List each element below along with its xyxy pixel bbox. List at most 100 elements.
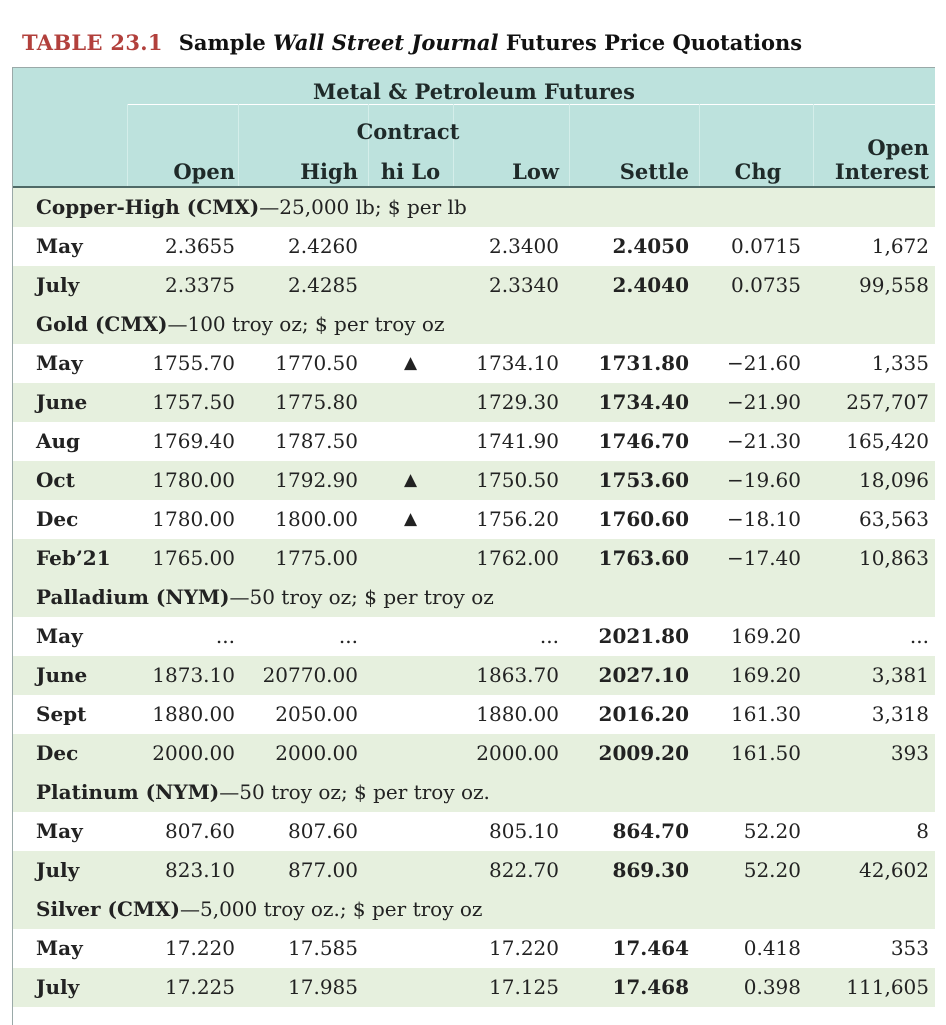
table-row: July 17.225 17.985 17.125 17.468 0.398 111,605 bbox=[13, 968, 935, 1007]
hilo-arrow-icon bbox=[368, 851, 453, 890]
cell-chg: 161.50 bbox=[731, 741, 801, 765]
table-row: July 2.3375 2.4285 2.3340 2.4040 0.0735 99,558 bbox=[13, 266, 935, 305]
hilo-arrow-icon bbox=[368, 929, 453, 968]
hilo-arrow-icon bbox=[368, 617, 453, 656]
cell-low: 17.220 bbox=[489, 936, 559, 960]
cell-low: 2.3400 bbox=[489, 234, 559, 258]
cell-low: 1863.70 bbox=[476, 663, 559, 687]
col-header-low: Low bbox=[512, 159, 559, 184]
cell-settle: 2027.10 bbox=[598, 663, 689, 687]
cell-settle: 2021.80 bbox=[598, 624, 689, 648]
cell-month: May bbox=[36, 936, 83, 960]
cell-settle: 1746.70 bbox=[598, 429, 689, 453]
table-row: May......... 2021.80 169.20... bbox=[13, 617, 935, 656]
cell-low: 2.3340 bbox=[489, 273, 559, 297]
col-header-high: High bbox=[300, 159, 358, 184]
header-column-divider bbox=[569, 104, 570, 186]
cell-open: 2.3655 bbox=[165, 234, 235, 258]
cell-chg: −18.10 bbox=[726, 507, 801, 531]
cell-open: ... bbox=[215, 624, 235, 648]
group-header-row: Silver (CMX)—5,000 troy oz.; $ per troy … bbox=[13, 890, 935, 929]
group-spec: —5,000 troy oz.; $ per troy oz bbox=[179, 897, 483, 921]
cell-oi: 1,672 bbox=[871, 234, 929, 258]
cell-open: 1757.50 bbox=[152, 390, 235, 414]
cell-month: Sept bbox=[36, 702, 87, 726]
cell-open: 823.10 bbox=[165, 858, 235, 882]
cell-chg: −21.30 bbox=[726, 429, 801, 453]
cell-chg: −19.60 bbox=[726, 468, 801, 492]
group-header-row: Copper-High (CMX)—25,000 lb; $ per lb bbox=[13, 188, 935, 227]
cell-chg: 0.0715 bbox=[731, 234, 801, 258]
hilo-arrow-icon bbox=[368, 968, 453, 1007]
cell-chg: 169.20 bbox=[731, 624, 801, 648]
cell-oi: 111,605 bbox=[846, 975, 929, 999]
cell-oi: 257,707 bbox=[846, 390, 929, 414]
table-number: TABLE 23.1 bbox=[22, 30, 163, 55]
table-caption: TABLE 23.1 Sample Wall Street Journal Fut… bbox=[22, 30, 802, 55]
cell-month: May bbox=[36, 819, 83, 843]
table-row: June 1757.50 1775.80 1729.30 1734.40 −21.90 25… bbox=[13, 383, 935, 422]
cell-month: June bbox=[36, 663, 88, 687]
cell-month: May bbox=[36, 234, 83, 258]
cell-chg: 161.30 bbox=[731, 702, 801, 726]
cell-settle: 864.70 bbox=[612, 819, 689, 843]
cell-low: 1762.00 bbox=[476, 546, 559, 570]
hilo-arrow-icon: ▲ bbox=[403, 353, 418, 373]
group-header-row: Gold (CMX)—100 troy oz; $ per troy oz bbox=[13, 305, 935, 344]
cell-chg: 52.20 bbox=[743, 819, 801, 843]
cell-settle: 17.468 bbox=[612, 975, 689, 999]
hilo-arrow-icon bbox=[368, 227, 453, 266]
cell-high: 17.585 bbox=[288, 936, 358, 960]
hilo-arrow-icon bbox=[368, 422, 453, 461]
hilo-arrow-icon bbox=[368, 695, 453, 734]
cell-oi: 353 bbox=[890, 936, 929, 960]
cell-oi: 10,863 bbox=[859, 546, 929, 570]
header-contract: Contract bbox=[356, 119, 460, 144]
header-column-divider bbox=[368, 104, 369, 186]
col-header-settle: Settle bbox=[619, 159, 689, 184]
cell-month: Dec bbox=[36, 507, 79, 531]
cell-settle: 1753.60 bbox=[598, 468, 689, 492]
table-row: May 17.220 17.585 17.220 17.464 0.418 353 bbox=[13, 929, 935, 968]
group-spec: —25,000 lb; $ per lb bbox=[259, 195, 467, 219]
cell-oi: 8 bbox=[916, 819, 929, 843]
cell-month: Oct bbox=[36, 468, 75, 492]
cell-low: ... bbox=[539, 624, 559, 648]
cell-oi: 165,420 bbox=[846, 429, 929, 453]
hilo-arrow-icon bbox=[368, 266, 453, 305]
hilo-arrow-icon bbox=[368, 539, 453, 578]
cell-high: 20770.00 bbox=[262, 663, 358, 687]
cell-settle: 1731.80 bbox=[598, 351, 689, 375]
cell-oi: 99,558 bbox=[859, 273, 929, 297]
cell-oi: 393 bbox=[890, 741, 929, 765]
header-title: Metal & Petroleum Futures bbox=[313, 79, 635, 104]
header-column-divider bbox=[699, 104, 700, 186]
table-row: Sept 1880.00 2050.00 1880.00 2016.20 161.30 3,… bbox=[13, 695, 935, 734]
cell-oi: 1,335 bbox=[871, 351, 929, 375]
col-header-oi-line2: Interest bbox=[834, 159, 929, 184]
group-name: Silver (CMX) bbox=[36, 897, 180, 921]
cell-settle: 2.4050 bbox=[612, 234, 689, 258]
group-name: Palladium (NYM) bbox=[36, 585, 230, 609]
cell-oi: 3,381 bbox=[871, 663, 929, 687]
group-spec: —50 troy oz; $ per troy oz. bbox=[219, 780, 490, 804]
cell-chg: −21.60 bbox=[726, 351, 801, 375]
cell-month: July bbox=[36, 858, 80, 882]
group-label: Copper-High (CMX)—25,000 lb; $ per lb bbox=[36, 188, 467, 227]
cell-month: July bbox=[36, 273, 80, 297]
cell-high: 17.985 bbox=[288, 975, 358, 999]
cell-high: 2.4260 bbox=[288, 234, 358, 258]
table-row: June 1873.10 20770.00 1863.70 2027.10 169.20 3… bbox=[13, 656, 935, 695]
cell-oi: 63,563 bbox=[859, 507, 929, 531]
hilo-arrow-icon bbox=[368, 812, 453, 851]
cell-low: 1750.50 bbox=[476, 468, 559, 492]
table-row: Aug 1769.40 1787.50 1741.90 1746.70 −21.30 165… bbox=[13, 422, 935, 461]
cell-month: June bbox=[36, 390, 88, 414]
cell-high: 1792.90 bbox=[275, 468, 358, 492]
header-column-divider bbox=[127, 104, 128, 186]
cell-settle: 1734.40 bbox=[598, 390, 689, 414]
table-row: May 1755.70 1770.50 ▲ 1734.10 1731.80 −21.60 1,… bbox=[13, 344, 935, 383]
hilo-arrow-icon: ▲ bbox=[403, 470, 418, 490]
cell-high: 2050.00 bbox=[275, 702, 358, 726]
cell-chg: 0.0735 bbox=[731, 273, 801, 297]
